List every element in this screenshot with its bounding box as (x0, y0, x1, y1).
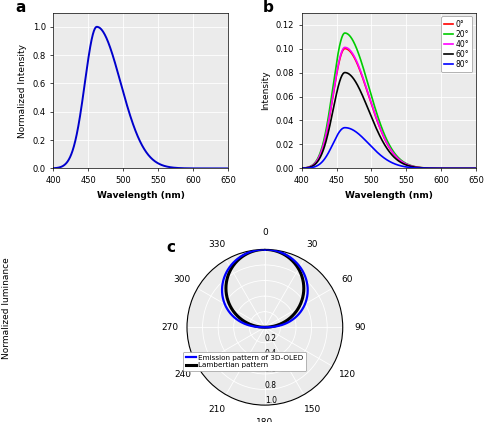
Line: 40°: 40° (301, 47, 476, 168)
0° (376, 122, 382, 127)
Y-axis label: Intensity: Intensity (261, 71, 270, 110)
40° (316, 154, 322, 159)
X-axis label: Wavelength (nm): Wavelength (nm) (97, 191, 185, 200)
Text: c: c (167, 240, 176, 255)
Text: Normalized luminance: Normalized luminance (2, 257, 12, 359)
Legend: Emission pattern of 3D-OLED, Lambertian pattern: Emission pattern of 3D-OLED, Lambertian … (183, 352, 306, 371)
60° (473, 166, 479, 171)
80° (473, 166, 479, 171)
80° (316, 162, 322, 167)
40° (435, 166, 441, 171)
20° (473, 166, 479, 171)
80° (376, 151, 382, 156)
Legend: 0°, 20°, 40°, 60°, 80°: 0°, 20°, 40°, 60°, 80° (441, 16, 472, 72)
Text: a: a (15, 0, 25, 15)
40° (473, 166, 479, 171)
0° (438, 166, 444, 171)
80° (369, 145, 375, 150)
20° (376, 116, 382, 122)
Line: 80°: 80° (301, 128, 476, 168)
0° (419, 165, 425, 170)
Line: 0°: 0° (301, 49, 476, 168)
60° (369, 117, 375, 122)
40° (419, 165, 425, 170)
0° (473, 166, 479, 171)
60° (435, 166, 441, 171)
60° (298, 166, 304, 171)
Y-axis label: Normalized Intensity: Normalized Intensity (18, 43, 27, 138)
0° (316, 154, 322, 159)
80° (298, 166, 304, 171)
60° (438, 166, 444, 171)
60° (316, 156, 322, 161)
Text: b: b (263, 0, 274, 15)
0° (435, 166, 441, 171)
80° (435, 166, 441, 171)
60° (342, 70, 348, 75)
X-axis label: Wavelength (nm): Wavelength (nm) (345, 191, 433, 200)
20° (435, 166, 441, 171)
40° (369, 104, 375, 109)
Line: 60°: 60° (301, 73, 476, 168)
80° (419, 166, 425, 171)
0° (298, 166, 304, 171)
20° (298, 166, 304, 171)
0° (369, 105, 375, 110)
40° (342, 45, 348, 50)
60° (376, 131, 382, 136)
40° (438, 166, 444, 171)
20° (438, 166, 444, 171)
20° (419, 165, 425, 170)
40° (298, 166, 304, 171)
0° (342, 46, 348, 51)
20° (342, 30, 348, 35)
80° (438, 166, 444, 171)
Line: 20°: 20° (301, 33, 476, 168)
60° (419, 165, 425, 170)
20° (369, 97, 375, 102)
40° (376, 122, 382, 127)
80° (342, 125, 348, 130)
20° (316, 152, 322, 157)
